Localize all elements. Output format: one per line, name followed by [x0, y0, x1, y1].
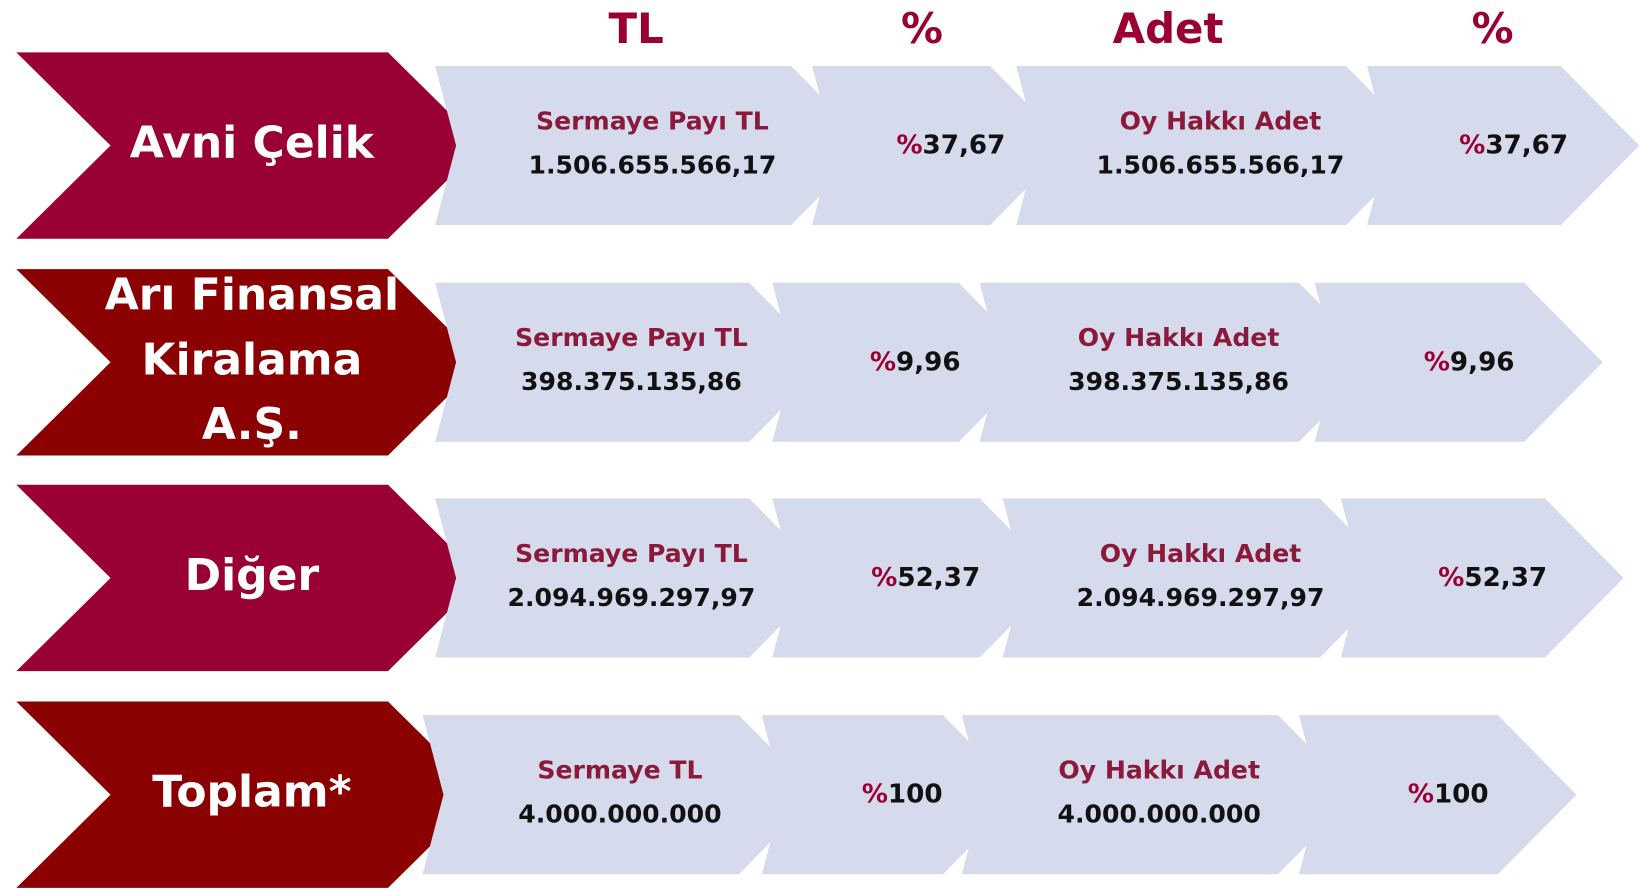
value-chevron [761, 715, 1022, 875]
vote-value: 398.375.135,86 [1068, 367, 1289, 396]
percent: %9,96 [1424, 347, 1515, 377]
percent: %52,37 [871, 562, 980, 592]
row-name: Diğer [185, 550, 320, 601]
percent: %37,67 [896, 130, 1005, 160]
value-chevron [772, 498, 1059, 658]
value-chevron [1367, 65, 1640, 226]
name-chevron [16, 52, 483, 239]
row-name: Arı Finansal [105, 269, 399, 320]
value-chevron [961, 715, 1357, 875]
column-header: Adet [1113, 4, 1224, 53]
name-chevron [16, 269, 483, 456]
capital-label: Sermaye Payı TL [515, 539, 748, 568]
vote-value: 4.000.000.000 [1058, 800, 1261, 829]
value-chevron [435, 282, 828, 442]
row-name: Kiralama [142, 334, 363, 385]
vote-value: 1.506.655.566,17 [1097, 150, 1345, 179]
value-chevron [422, 715, 818, 875]
capital-value: 1.506.655.566,17 [528, 150, 776, 179]
value-chevron [1002, 498, 1399, 658]
name-chevron [16, 701, 483, 888]
value-chevron [1340, 498, 1624, 658]
column-header: TL [609, 4, 664, 53]
capital-label: Sermaye Payı TL [515, 323, 748, 352]
column-header: % [901, 4, 943, 53]
value-chevron [1298, 715, 1577, 875]
percent: %9,96 [870, 347, 961, 377]
vote-label: Oy Hakkı Adet [1120, 107, 1322, 136]
row-name: Avni Çelik [130, 118, 376, 169]
percent: %37,67 [1459, 130, 1568, 160]
value-chevron [1314, 282, 1603, 442]
row-name: A.Ş. [202, 399, 302, 450]
vote-value: 2.094.969.297,97 [1077, 583, 1325, 612]
row-name: Toplam* [152, 767, 351, 818]
percent: %100 [862, 779, 943, 809]
value-chevron [772, 282, 1038, 442]
percent: %52,37 [1438, 562, 1547, 592]
value-chevron [1016, 65, 1425, 226]
vote-label: Oy Hakkı Adet [1100, 539, 1302, 568]
value-chevron [435, 498, 828, 658]
name-chevron [16, 484, 483, 672]
percent: %100 [1408, 779, 1489, 809]
capital-label: Sermaye Payı TL [536, 107, 769, 136]
vote-label: Oy Hakkı Adet [1078, 323, 1280, 352]
vote-label: Oy Hakkı Adet [1058, 756, 1260, 785]
capital-label: Sermaye TL [537, 756, 702, 785]
value-chevron [812, 65, 1069, 226]
value-chevron [435, 65, 870, 226]
capital-value: 398.375.135,86 [521, 367, 742, 396]
capital-value: 2.094.969.297,97 [508, 583, 756, 612]
column-header: % [1472, 4, 1514, 53]
value-chevron [979, 282, 1378, 442]
capital-value: 4.000.000.000 [518, 800, 721, 829]
